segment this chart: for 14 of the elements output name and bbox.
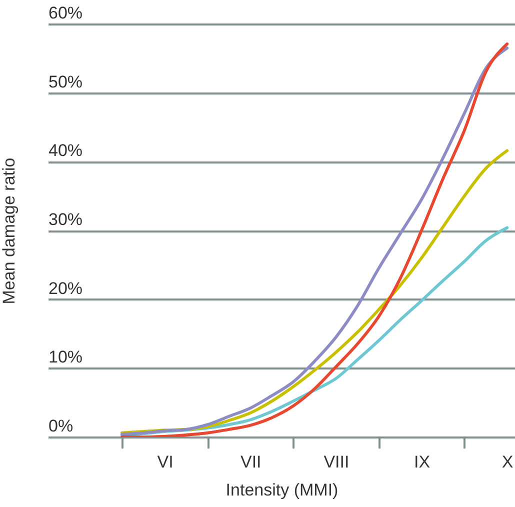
x-axis-title: Intensity (MMI) (226, 480, 338, 500)
y-tick-label: 50% (48, 72, 83, 92)
y-tick-label: 0% (48, 416, 74, 436)
x-tick-label: VII (240, 452, 262, 472)
y-tick-label: 20% (48, 278, 83, 298)
y-tick-label: 60% (48, 4, 83, 22)
x-tick-label: X (502, 452, 514, 472)
y-tick-label: 10% (48, 348, 83, 367)
y-axis-title: Mean damage ratio (0, 158, 18, 304)
y-tick-label: 40% (48, 141, 83, 160)
x-tick-label: VI (157, 452, 174, 472)
x-tick-label: VIII (324, 452, 350, 472)
x-tick-label: IX (414, 452, 430, 472)
y-tick-label: 30% (48, 210, 83, 229)
